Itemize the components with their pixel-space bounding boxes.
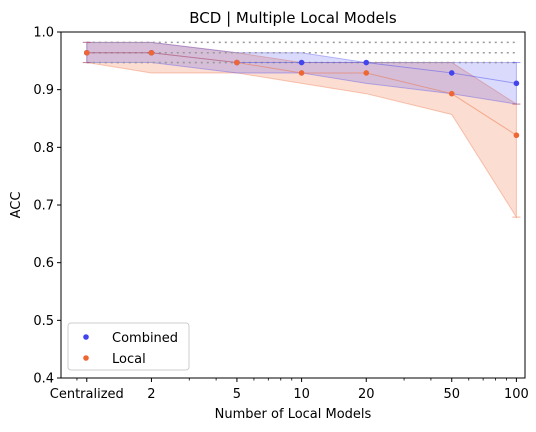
- y-axis: 0.4 0.5 0.6 0.7 0.8 0.9 1.0: [33, 26, 61, 387]
- point-local: [148, 49, 155, 56]
- x-tick-label: 100: [504, 387, 529, 402]
- x-tick-label: Centralized: [50, 387, 124, 402]
- plot-area: [82, 41, 521, 219]
- point-combined: [448, 70, 455, 76]
- point-local: [234, 59, 240, 66]
- y-tick-label: 0.8: [33, 141, 54, 156]
- x-tick-label: 2: [147, 387, 155, 402]
- y-tick-label: 0.9: [33, 83, 54, 98]
- x-tick-label: 50: [443, 387, 460, 402]
- y-tick-label: 0.4: [33, 372, 54, 387]
- x-axis: Centralized 2 5 10 20 50 100: [50, 378, 529, 402]
- legend-label-combined: Combined: [112, 331, 178, 346]
- x-tick-label: 20: [358, 387, 375, 402]
- x-tick-label: 10: [293, 387, 310, 402]
- point-local: [448, 90, 455, 97]
- legend: Combined Local: [67, 322, 190, 371]
- legend-marker-local: [83, 355, 89, 361]
- point-combined: [363, 59, 370, 66]
- legend-marker-combined: [83, 334, 89, 340]
- y-axis-label: ACC: [9, 192, 24, 219]
- y-tick-label: 0.6: [33, 256, 54, 271]
- chart-title: BCD | Multiple Local Models: [189, 9, 397, 27]
- point-local: [83, 49, 90, 56]
- point-local: [363, 70, 370, 76]
- legend-label-local: Local: [112, 352, 146, 367]
- point-combined: [298, 59, 305, 66]
- y-tick-label: 0.5: [33, 314, 54, 329]
- point-combined: [513, 80, 520, 87]
- point-local: [513, 132, 520, 139]
- x-tick-label: 5: [233, 387, 241, 402]
- point-local: [298, 70, 305, 76]
- x-axis-label: Number of Local Models: [215, 407, 372, 422]
- legend-box: [67, 322, 190, 371]
- y-tick-label: 1.0: [33, 26, 54, 41]
- y-tick-label: 0.7: [33, 199, 54, 214]
